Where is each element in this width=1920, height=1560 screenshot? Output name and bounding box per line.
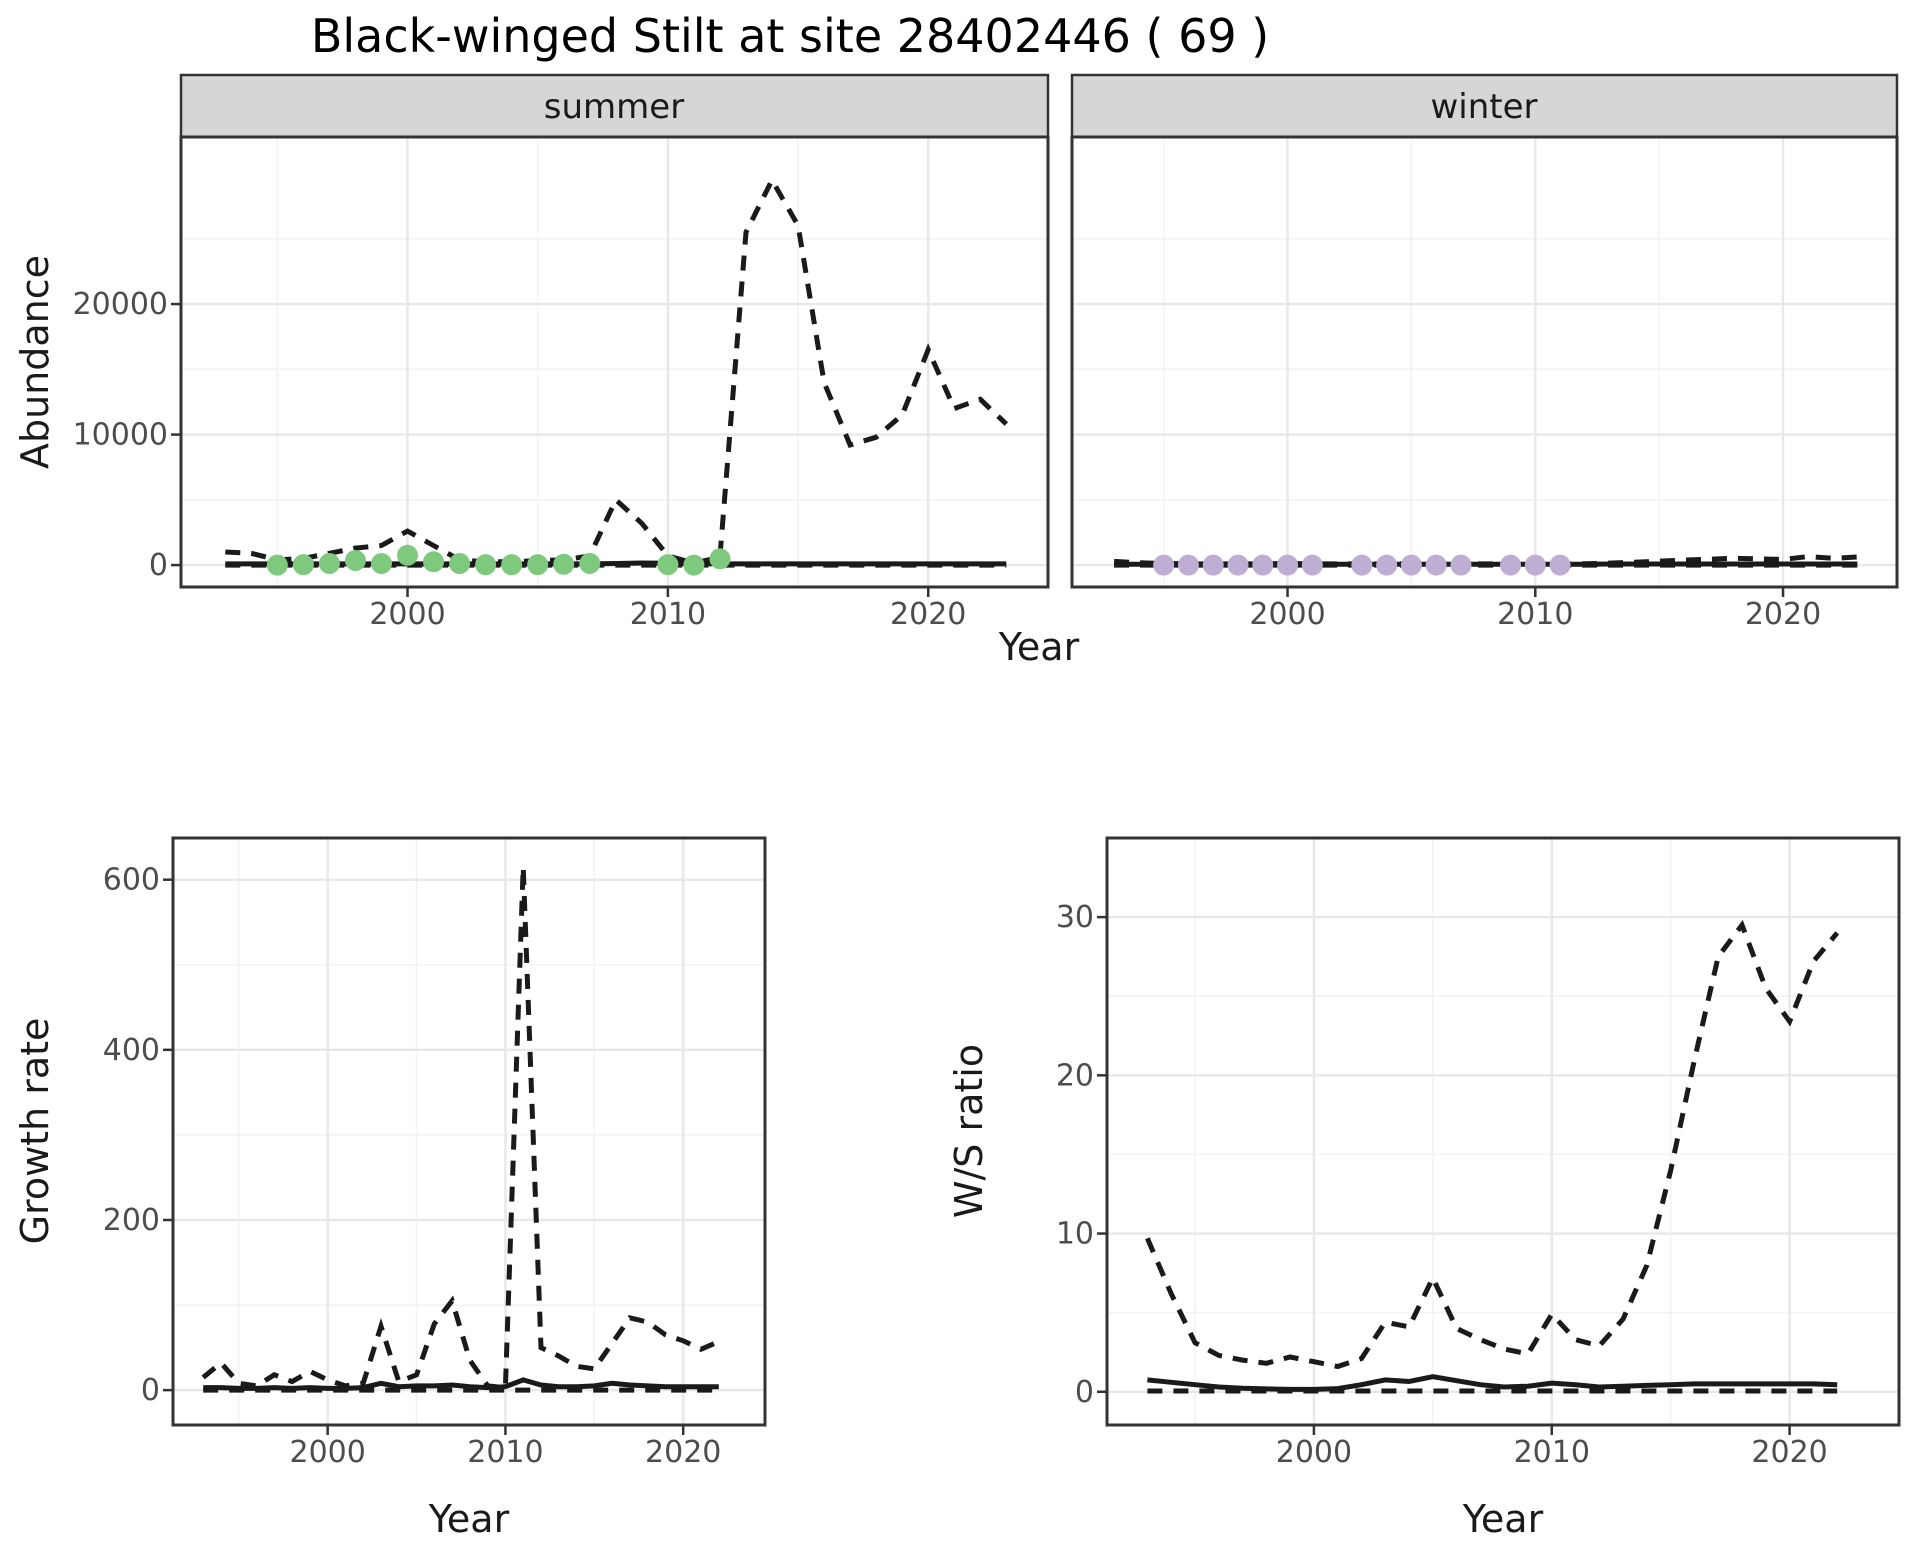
facet-strip-summer: [179, 73, 1050, 139]
ws-ratio-x-tick-label: 2020: [1751, 1435, 1827, 1470]
abundance-winter-observed-count-points: [1301, 554, 1323, 576]
abundance-summer-y-tick-label: 10000: [73, 418, 168, 453]
abundance-winter-observed-count-points: [1450, 554, 1472, 576]
abundance-winter-observed-count-points: [1277, 554, 1299, 576]
abundance-summer-site-trend-solid-line: [225, 560, 1007, 567]
abundance-summer-observed-count-points: [370, 553, 392, 575]
abundance-summer-observed-count-points: [683, 554, 705, 576]
abundance-summer-x-tick-label: 2010: [630, 597, 706, 632]
abundance-summer-x-tick-label: 2020: [890, 597, 966, 632]
abundance-winter-observed-count-points: [1153, 554, 1175, 576]
abundance-summer-observed-count-points: [397, 544, 419, 566]
abundance-winter-observed-count-points: [1177, 554, 1199, 576]
abundance-winter-observed-count-points: [1549, 554, 1571, 576]
abundance-summer-observed-count-points: [553, 553, 575, 575]
abundance-summer-observed-count-points: [527, 554, 549, 576]
abundance-winter-panel-border: [1070, 135, 1899, 589]
growth-rate-y-tick-label: 400: [103, 1033, 160, 1068]
ws-ratio-axis-title: W/S ratio: [947, 1044, 991, 1218]
ws-ratio-background: [1107, 838, 1899, 1425]
growth-rate-x-tick-label: 2020: [645, 1435, 721, 1470]
abundance-axis-title: Abundance: [13, 255, 57, 469]
facet-strip-winter-label: winter: [1430, 87, 1537, 127]
abundance-summer-observed-count-points: [344, 550, 366, 572]
facet-strips: summer winter: [179, 73, 1899, 139]
abundance-winter-observed-count-points: [1425, 554, 1447, 576]
top-year-axis-title: Year: [998, 625, 1080, 669]
growth-rate-background: [173, 838, 765, 1425]
abundance-winter-observed-count-points: [1524, 554, 1546, 576]
growth-rate-site-growth-solid-line: [203, 1377, 719, 1391]
ws-ratio-y-tick-label: 30: [1056, 900, 1094, 935]
abundance-winter-observed-count-points: [1227, 554, 1249, 576]
abundance-summer-observed-count-points: [318, 553, 340, 575]
ws-ratio-y-tick-label: 10: [1056, 1217, 1094, 1252]
abundance-summer-y-tick-label: 0: [149, 548, 168, 583]
abundance-winter-background: [1072, 137, 1897, 587]
abundance-winter-observed-count-points: [1252, 554, 1274, 576]
abundance-winter-observed-count-points: [1400, 554, 1422, 576]
abundance-summer-y-tick-label: 20000: [73, 287, 168, 322]
abundance-summer-observed-count-points: [449, 553, 471, 575]
abundance-summer-observed-count-points: [709, 548, 731, 570]
abundance-winter-observed-count-points: [1351, 554, 1373, 576]
ws-ratio-y-tick-label: 20: [1056, 1058, 1094, 1093]
abundance-winter-observed-count-points: [1376, 554, 1398, 576]
growth-rate-x-tick-label: 2000: [289, 1435, 365, 1470]
ws-ratio-x-tick-label: 2010: [1514, 1435, 1590, 1470]
abundance-winter-observed-count-points: [1202, 554, 1224, 576]
growth-rate-axis-title: Growth rate: [13, 1018, 57, 1245]
growth-rate-panel-border: [171, 836, 767, 1427]
abundance-winter-x-tick-label: 2020: [1745, 597, 1821, 632]
ws-ratio-site-ratio-solid-line: [1147, 1374, 1838, 1392]
abundance-summer-panel-border: [179, 135, 1050, 589]
abundance-summer-observed-count-points: [423, 551, 445, 573]
abundance-summer-observed-count-points: [501, 554, 523, 576]
growth-year-axis-title: Year: [428, 1497, 510, 1541]
facet-strip-summer-label: summer: [544, 87, 684, 127]
abundance-summer-x-tick-label: 2000: [369, 597, 445, 632]
growth-rate-y-tick-label: 0: [141, 1373, 160, 1408]
abundance-summer-observed-count-points: [475, 554, 497, 576]
abundance-summer-observed-count-points: [657, 554, 679, 576]
ws-ratio-panel-border: [1105, 836, 1901, 1427]
abundance-summer-observed-count-points: [579, 553, 601, 575]
ws-ratio-x-tick-label: 2000: [1276, 1435, 1352, 1470]
growth-rate-y-tick-label: 200: [103, 1203, 160, 1238]
ws-ratio-overall-ratio-dashed-line: [1145, 919, 1840, 1370]
abundance-summer-observed-count-points: [292, 554, 314, 576]
growth-rate-overall-growth-dashed-line: [201, 866, 720, 1391]
ws-ratio-y-tick-label: 0: [1075, 1375, 1094, 1410]
abundance-winter-x-tick-label: 2010: [1497, 597, 1573, 632]
abundance-winter-observed-count-points: [1500, 554, 1522, 576]
abundance-summer-background: [181, 137, 1048, 587]
abundance-summer-overall-trend-dashed-line: [225, 174, 1009, 566]
facet-strip-winter: [1070, 73, 1899, 139]
abundance-summer-observed-count-points: [266, 554, 288, 576]
figure-title: Black-winged Stilt at site 28402446 ( 69…: [311, 9, 1269, 63]
growth-rate-x-tick-label: 2010: [467, 1435, 543, 1470]
abundance-winter-x-tick-label: 2000: [1249, 597, 1325, 632]
ratio-year-axis-title: Year: [1462, 1497, 1544, 1541]
growth-rate-y-tick-label: 600: [103, 863, 160, 898]
